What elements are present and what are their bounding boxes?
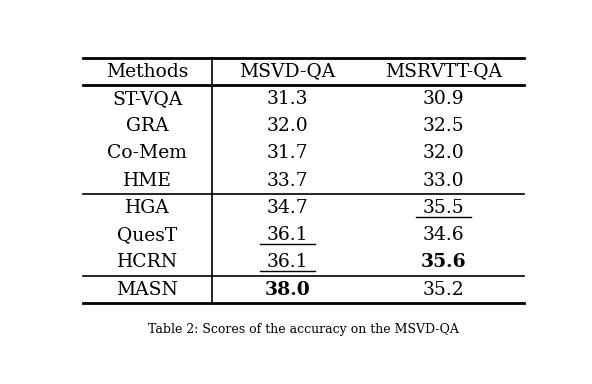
- Text: 35.2: 35.2: [423, 281, 464, 299]
- Text: 36.1: 36.1: [266, 253, 308, 271]
- Text: 38.0: 38.0: [265, 281, 310, 299]
- Text: 33.7: 33.7: [266, 172, 308, 190]
- Text: 30.9: 30.9: [423, 90, 464, 108]
- Text: 35.5: 35.5: [423, 199, 464, 217]
- Text: HCRN: HCRN: [117, 253, 178, 271]
- Text: ST-VQA: ST-VQA: [112, 90, 182, 108]
- Text: 31.3: 31.3: [266, 90, 308, 108]
- Text: 36.1: 36.1: [266, 226, 308, 244]
- Text: QuesT: QuesT: [117, 226, 178, 244]
- Text: HGA: HGA: [125, 199, 170, 217]
- Text: 32.5: 32.5: [423, 117, 464, 135]
- Text: GRA: GRA: [126, 117, 169, 135]
- Text: 35.6: 35.6: [420, 253, 466, 271]
- Text: MSVD-QA: MSVD-QA: [239, 63, 336, 81]
- Text: 34.7: 34.7: [266, 199, 308, 217]
- Text: 31.7: 31.7: [266, 144, 308, 162]
- Text: 34.6: 34.6: [423, 226, 464, 244]
- Text: 33.0: 33.0: [423, 172, 464, 190]
- Text: 32.0: 32.0: [423, 144, 464, 162]
- Text: HME: HME: [123, 172, 172, 190]
- Text: 32.0: 32.0: [266, 117, 308, 135]
- Text: Co-Mem: Co-Mem: [108, 144, 187, 162]
- Text: Table 2: Scores of the accuracy on the MSVD-QA: Table 2: Scores of the accuracy on the M…: [148, 323, 459, 336]
- Text: MASN: MASN: [117, 281, 178, 299]
- Text: Methods: Methods: [106, 63, 189, 81]
- Text: MSRVTT-QA: MSRVTT-QA: [385, 63, 502, 81]
